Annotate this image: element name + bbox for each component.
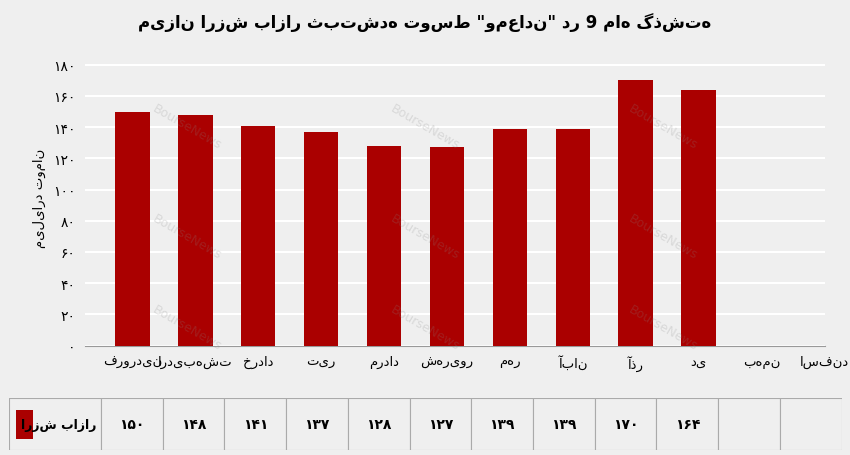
- Bar: [366, 147, 401, 346]
- Bar: [556, 129, 590, 346]
- Text: ۱۳۹: ۱۳۹: [490, 417, 515, 431]
- Bar: [718, 398, 779, 450]
- Bar: [471, 398, 533, 450]
- Bar: [656, 398, 718, 450]
- Text: ۱۳۷: ۱۳۷: [304, 417, 330, 431]
- Bar: [595, 398, 656, 450]
- Bar: [429, 148, 464, 346]
- Bar: [682, 91, 716, 346]
- Bar: [8, 398, 101, 450]
- Text: BourseNews: BourseNews: [626, 102, 700, 152]
- Text: ۱۶۴: ۱۶۴: [675, 417, 700, 431]
- Text: BourseNews: BourseNews: [388, 303, 462, 353]
- Bar: [286, 398, 348, 450]
- Text: BourseNews: BourseNews: [388, 212, 462, 262]
- Text: BourseNews: BourseNews: [150, 303, 224, 353]
- Text: ۱۳۹: ۱۳۹: [551, 417, 576, 431]
- Bar: [178, 116, 212, 346]
- Bar: [224, 398, 286, 450]
- Text: BourseNews: BourseNews: [150, 102, 224, 152]
- Bar: [779, 398, 842, 450]
- Bar: [162, 398, 224, 450]
- Text: ۱۷۰: ۱۷۰: [613, 417, 638, 431]
- Bar: [619, 81, 653, 346]
- Text: ارزش بازار: ارزش بازار: [20, 418, 96, 431]
- Bar: [101, 398, 162, 450]
- Text: ۱۴۸: ۱۴۸: [181, 417, 207, 431]
- Bar: [493, 129, 527, 346]
- Text: BourseNews: BourseNews: [388, 102, 462, 152]
- Text: ۱۲۸: ۱۲۸: [366, 417, 391, 431]
- Text: میزان ارزش بازار ثبت‌شده توسط "ومعادن" در 9 ماه گذشته: میزان ارزش بازار ثبت‌شده توسط "ومعادن" د…: [139, 14, 711, 33]
- Text: ۱۵۰: ۱۵۰: [119, 417, 144, 431]
- Bar: [410, 398, 471, 450]
- Text: ۱۲۷: ۱۲۷: [428, 417, 453, 431]
- Text: ۱۴۱: ۱۴۱: [242, 417, 268, 431]
- Bar: [348, 398, 410, 450]
- Y-axis label: میلیارد تومان: میلیارد تومان: [32, 148, 46, 248]
- Bar: [533, 398, 595, 450]
- Bar: [16, 410, 33, 439]
- Bar: [303, 132, 338, 346]
- Bar: [241, 126, 275, 346]
- Text: BourseNews: BourseNews: [626, 212, 700, 262]
- Text: BourseNews: BourseNews: [626, 303, 700, 353]
- Bar: [115, 112, 150, 346]
- Text: BourseNews: BourseNews: [150, 212, 224, 262]
